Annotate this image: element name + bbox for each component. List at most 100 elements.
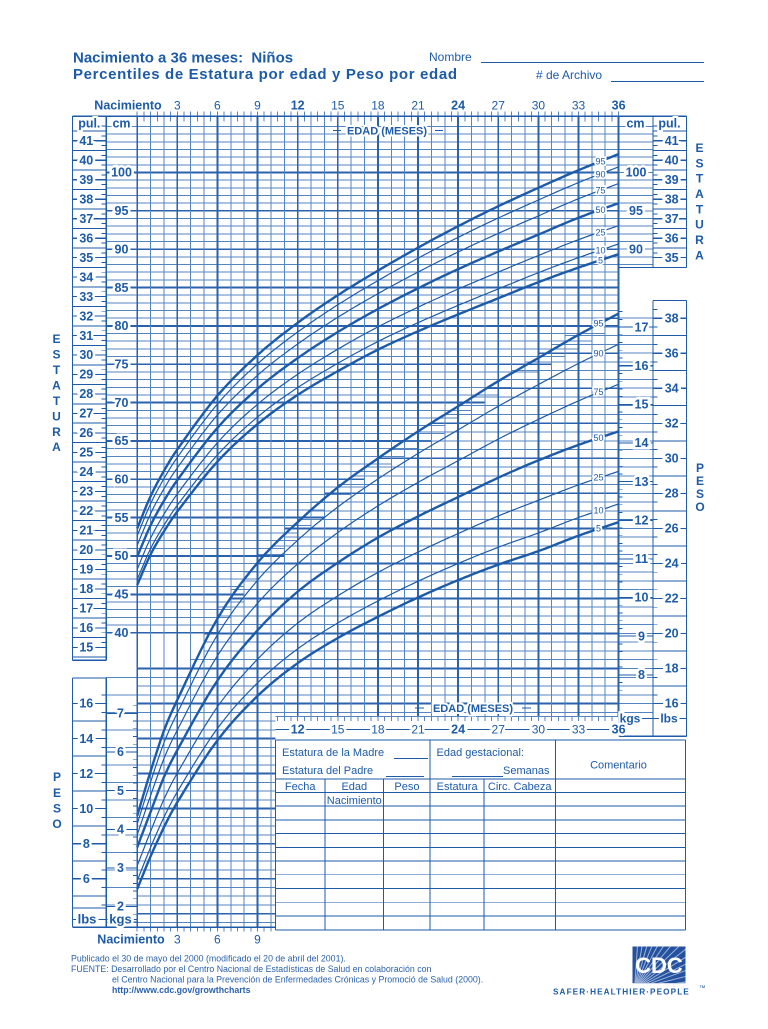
svg-text:33: 33 xyxy=(572,722,586,736)
svg-text:19: 19 xyxy=(79,563,93,577)
svg-text:6: 6 xyxy=(83,872,90,886)
svg-text:25: 25 xyxy=(595,227,605,237)
svg-text:T: T xyxy=(53,394,61,408)
svg-text:34: 34 xyxy=(79,270,93,284)
svg-text:36: 36 xyxy=(612,722,626,736)
svg-text:Nacimiento a 36 meses: Niños: Nacimiento a 36 meses: Niños xyxy=(73,49,293,66)
svg-text:39: 39 xyxy=(79,173,93,187)
svg-text:Comentario: Comentario xyxy=(590,760,647,772)
svg-text:12: 12 xyxy=(635,513,649,527)
svg-text:T: T xyxy=(696,172,704,186)
svg-text:O: O xyxy=(52,817,61,831)
svg-text:P: P xyxy=(696,461,704,475)
svg-text:9: 9 xyxy=(638,629,645,643)
svg-text:75: 75 xyxy=(595,186,605,196)
svg-text:36: 36 xyxy=(665,346,679,360)
svg-text:90: 90 xyxy=(595,169,605,179)
svg-text:90: 90 xyxy=(593,348,603,358)
svg-text:10: 10 xyxy=(595,246,605,256)
svg-text:38: 38 xyxy=(665,311,679,325)
svg-text:2: 2 xyxy=(117,900,124,914)
svg-text:E: E xyxy=(52,332,60,346)
svg-text:Percentiles de Estatura por ed: Percentiles de Estatura por edad y Peso … xyxy=(73,66,458,83)
svg-text:9: 9 xyxy=(254,99,261,113)
svg-text:EDAD (MESES): EDAD (MESES) xyxy=(347,126,427,138)
svg-text:95: 95 xyxy=(629,204,643,218)
svg-text:7: 7 xyxy=(117,707,124,721)
svg-text:23: 23 xyxy=(79,485,93,499)
svg-text:14: 14 xyxy=(79,732,93,746)
svg-text:41: 41 xyxy=(79,134,93,148)
svg-text:75: 75 xyxy=(115,357,129,371)
svg-text:Estatura: Estatura xyxy=(437,781,479,793)
svg-text:28: 28 xyxy=(79,387,93,401)
svg-text:90: 90 xyxy=(115,242,129,256)
svg-text:12: 12 xyxy=(291,99,305,113)
svg-text:37: 37 xyxy=(79,212,93,226)
svg-text:21: 21 xyxy=(411,99,425,113)
svg-text:FUENTE: Desarrollado por el Ce: FUENTE: Desarrollado por el Centro Nacio… xyxy=(71,964,431,974)
svg-text:U: U xyxy=(52,409,61,423)
svg-text:75: 75 xyxy=(593,387,603,397)
svg-text:95: 95 xyxy=(115,204,129,218)
svg-text:95: 95 xyxy=(595,157,605,167)
svg-text:pul.: pul. xyxy=(78,117,100,131)
svg-text:39: 39 xyxy=(665,173,679,187)
svg-text:40: 40 xyxy=(665,153,679,167)
svg-text:10: 10 xyxy=(593,505,603,515)
svg-text:10: 10 xyxy=(635,591,649,605)
svg-text:50: 50 xyxy=(593,433,603,443)
svg-text:lbs: lbs xyxy=(660,712,678,726)
svg-text:http://www.cdc.gov/growthchart: http://www.cdc.gov/growthcharts xyxy=(112,985,251,995)
svg-text:33: 33 xyxy=(79,290,93,304)
svg-text:A: A xyxy=(52,440,61,454)
svg-text:Nacimiento: Nacimiento xyxy=(327,795,382,807)
svg-text:S: S xyxy=(53,802,61,816)
svg-text:16: 16 xyxy=(665,697,679,711)
svg-text:Peso: Peso xyxy=(394,781,419,793)
svg-text:41: 41 xyxy=(665,134,679,148)
svg-text:37: 37 xyxy=(665,212,679,226)
svg-text:6: 6 xyxy=(214,933,221,947)
svg-text:27: 27 xyxy=(492,722,506,736)
svg-text:29: 29 xyxy=(79,368,93,382)
svg-text:30: 30 xyxy=(532,722,546,736)
svg-text:16: 16 xyxy=(79,621,93,635)
svg-text:6: 6 xyxy=(214,99,221,113)
svg-text:el Centro Nacional para la Pre: el Centro Nacional para la Prevención de… xyxy=(112,975,483,985)
svg-text:14: 14 xyxy=(635,436,649,450)
svg-text:8: 8 xyxy=(83,837,90,851)
svg-text:3: 3 xyxy=(174,99,181,113)
svg-text:15: 15 xyxy=(635,398,649,412)
svg-text:27: 27 xyxy=(492,99,506,113)
svg-text:Circ. Cabeza: Circ. Cabeza xyxy=(488,781,552,793)
svg-text:R: R xyxy=(52,425,61,439)
svg-text:36: 36 xyxy=(612,99,626,113)
svg-text:5: 5 xyxy=(598,256,603,266)
svg-text:22: 22 xyxy=(665,592,679,606)
svg-text:25: 25 xyxy=(593,473,603,483)
svg-text:16: 16 xyxy=(79,697,93,711)
svg-text:27: 27 xyxy=(79,407,93,421)
svg-text:U: U xyxy=(695,218,704,232)
svg-text:18: 18 xyxy=(371,99,385,113)
svg-text:60: 60 xyxy=(115,473,129,487)
svg-text:38: 38 xyxy=(79,192,93,206)
svg-text:15: 15 xyxy=(331,722,345,736)
svg-text:12: 12 xyxy=(79,767,93,781)
svg-text:5: 5 xyxy=(117,784,124,798)
svg-text:18: 18 xyxy=(665,662,679,676)
svg-text:Nacimiento: Nacimiento xyxy=(94,99,162,113)
svg-text:33: 33 xyxy=(572,99,586,113)
svg-text:15: 15 xyxy=(331,99,345,113)
svg-text:T: T xyxy=(53,363,61,377)
svg-text:32: 32 xyxy=(665,417,679,431)
svg-text:kgs: kgs xyxy=(109,912,131,927)
svg-text:™: ™ xyxy=(699,985,706,992)
svg-text:Publicado el 30 de mayo del 20: Publicado el 30 de mayo del 2000 (modifi… xyxy=(71,954,346,964)
svg-text:40: 40 xyxy=(79,153,93,167)
svg-text:3: 3 xyxy=(117,861,124,875)
svg-text:EDAD (MESES): EDAD (MESES) xyxy=(433,703,513,715)
svg-text:3: 3 xyxy=(174,933,181,947)
svg-text:O: O xyxy=(695,500,704,514)
